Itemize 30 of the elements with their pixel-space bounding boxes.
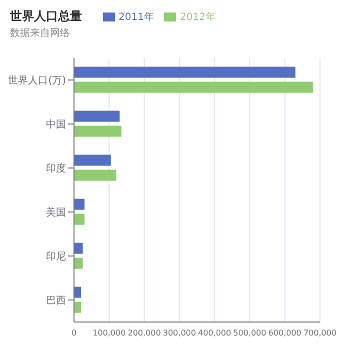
- chart-subtitle: 数据来自网络: [10, 26, 70, 40]
- x-tick-label: 400,000: [198, 328, 232, 338]
- bar: [74, 170, 116, 181]
- bar: [74, 286, 82, 298]
- x-tick-label: 200,000: [128, 328, 161, 338]
- bar: [74, 214, 85, 225]
- legend-label: 2011年: [118, 12, 154, 23]
- bar: [74, 258, 83, 269]
- x-tick-label: 100,000: [92, 328, 126, 338]
- x-tick-label: 300,000: [162, 328, 196, 338]
- y-tick-label: 世界人口(万): [8, 74, 66, 87]
- bar: [74, 82, 313, 93]
- x-tick-label: 500,000: [233, 328, 266, 338]
- y-tick-label: 美国: [46, 206, 66, 219]
- x-tick-label: 0: [71, 328, 77, 338]
- x-tick-label: 600,000: [268, 328, 302, 338]
- bar: [74, 66, 296, 78]
- bar: [74, 242, 83, 254]
- y-tick-label: 印度: [46, 162, 66, 175]
- bar: [74, 110, 120, 122]
- bar: [74, 302, 82, 313]
- chart-title: 世界人口总量: [10, 8, 82, 25]
- bar: [74, 126, 122, 137]
- legend-label: 2012年: [180, 12, 216, 23]
- bar: [74, 154, 111, 166]
- y-tick-label: 中国: [46, 118, 66, 131]
- bar: [74, 198, 85, 210]
- y-tick-label: 印尼: [46, 250, 66, 263]
- y-tick-label: 巴西: [46, 296, 66, 307]
- x-tick-label: 700,000: [303, 328, 337, 338]
